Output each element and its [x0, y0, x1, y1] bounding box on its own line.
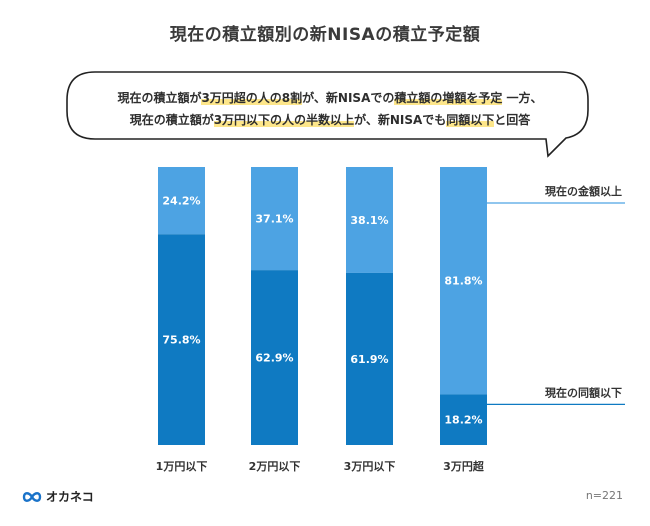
callout-highlight: 同額以下 — [446, 113, 495, 127]
callout-text-segment: と回答 — [494, 113, 531, 127]
data-label: 37.1% — [255, 213, 293, 226]
callout-text-segment: 一方、 — [502, 91, 543, 105]
category-label: 2万円以下 — [249, 460, 301, 473]
bar-segment-upper — [440, 167, 487, 395]
infinity-icon — [22, 491, 42, 502]
brand-logo: オカネコ — [22, 488, 94, 505]
callout-highlight: 3万円超の人の8割 — [201, 91, 303, 105]
callout-text-segment: が、新NISAでの — [302, 91, 395, 105]
bar-segment-upper — [158, 167, 205, 235]
bar-segment-lower — [440, 394, 487, 445]
legend-label: 現在の金額以上 — [545, 184, 622, 198]
callout-text-segment: 現在の積立額が — [117, 91, 202, 105]
brand-name: オカネコ — [46, 490, 94, 504]
bar-segment-lower — [346, 272, 393, 445]
category-label: 3万円超 — [443, 459, 485, 473]
callout-text-segment: 現在の積立額が — [129, 113, 214, 127]
data-label: 75.8% — [162, 334, 200, 347]
callout-highlight: 3万円以下の人の半数以上 — [213, 113, 355, 127]
data-label: 61.9% — [350, 353, 388, 366]
callout-highlight: 積立額の増額を予定 — [394, 91, 503, 105]
bar-segment-upper — [346, 167, 393, 273]
data-label: 81.8% — [444, 275, 482, 288]
chart-title: 現在の積立額別の新NISAの積立予定額 — [169, 25, 481, 45]
data-label: 38.1% — [350, 214, 388, 227]
data-label: 24.2% — [162, 195, 200, 208]
stacked-bar-chart: 24.2% 75.8% 1万円以下 37.1% 62.9% 2万円以下 38.1% 61.9%… — [156, 167, 625, 473]
callout-text-segment: が、新NISAでも — [354, 113, 447, 127]
callout-line-1: 現在の積立額が3万円超の人の8割が、新NISAでの積立額の増額を予定 一方、 — [70, 87, 590, 109]
bar-segment-lower — [251, 270, 298, 445]
bar-segment-upper — [251, 167, 298, 271]
sample-size: n=221 — [585, 489, 623, 502]
category-label: 1万円以下 — [156, 460, 208, 473]
data-label: 62.9% — [255, 352, 293, 365]
data-label: 18.2% — [444, 414, 482, 427]
legend-label: 現在の同額以下 — [545, 385, 622, 399]
callout-line-2: 現在の積立額が3万円以下の人の半数以上が、新NISAでも同額以下と回答 — [70, 109, 590, 131]
callout-text: 現在の積立額が3万円超の人の8割が、新NISAでの積立額の増額を予定 一方、 現… — [70, 87, 590, 131]
bar-segment-lower — [158, 234, 205, 445]
category-label: 3万円以下 — [344, 460, 396, 473]
